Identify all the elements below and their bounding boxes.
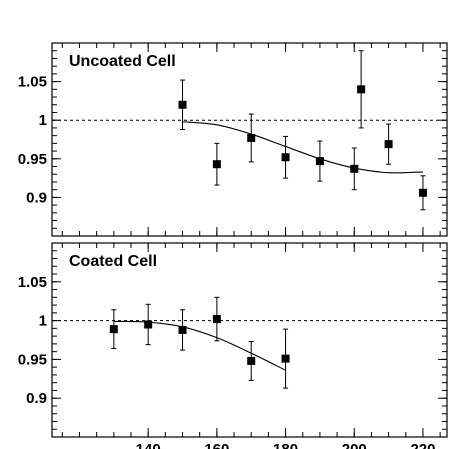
y-tick-label: 0.95 [18,151,47,168]
data-point [418,188,427,197]
x-tick-label: 160 [204,441,229,449]
data-point [281,354,290,363]
plot-frame [51,42,448,237]
data-point [212,160,221,169]
data-point [144,320,153,329]
y-tick-label: 0.9 [26,390,47,407]
uncoated-cell-panel: Uncoated Cell 0.9 0.95 1 1.05 [18,42,448,237]
x-tick-label: 200 [342,441,367,449]
data-point [281,153,290,162]
data-point [357,85,366,94]
data-point [109,325,118,334]
data-point [178,325,187,334]
y-tick-label: 0.95 [18,351,47,368]
y-tick-label: 0.9 [26,189,47,206]
coated-cell-panel: Coated Cell 0.9 0.95 1 1.05 140 160 180 200 220 [18,242,448,449]
y-tick-label: 1 [39,112,47,129]
data-point [178,100,187,109]
y-tick-label: 1.05 [18,274,47,291]
x-tick-label: 180 [273,441,298,449]
data-point [350,164,359,173]
data-point [247,356,256,365]
y-tick-label: 1 [39,313,47,330]
panel-title: Coated Cell [69,253,157,270]
data-point [247,133,256,142]
fit-curve [113,320,286,371]
y-tick-label: 1.05 [18,74,47,91]
data-point [315,157,324,166]
x-tick-label: 220 [410,441,435,449]
x-tick-label: 140 [136,441,161,449]
data-point [384,140,393,149]
data-point [212,315,221,324]
fit-curve [182,121,423,174]
panel-title: Uncoated Cell [69,53,176,70]
plot-frame [51,242,448,438]
